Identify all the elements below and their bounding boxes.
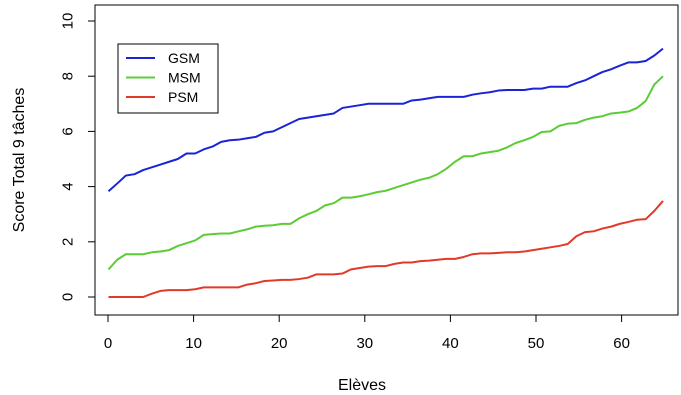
y-tick-label: 8 bbox=[60, 72, 77, 80]
x-tick-label: 20 bbox=[271, 335, 288, 352]
x-axis: 0 10 20 30 40 50 60 bbox=[104, 314, 630, 352]
y-tick-label: 6 bbox=[60, 127, 77, 135]
series-line-msm bbox=[107, 75, 664, 271]
x-tick-label: 30 bbox=[356, 335, 373, 352]
series-line-psm bbox=[108, 200, 664, 298]
series-group bbox=[107, 47, 664, 298]
series-line-gsm bbox=[107, 47, 664, 193]
legend: GSM MSM PSM bbox=[117, 43, 219, 114]
y-tick-label: 2 bbox=[60, 238, 77, 246]
x-tick-label: 50 bbox=[528, 335, 545, 352]
x-tick-label: 40 bbox=[442, 335, 459, 352]
x-tick-label: 10 bbox=[185, 335, 202, 352]
y-tick-label: 0 bbox=[60, 293, 77, 301]
x-tick-label: 60 bbox=[613, 335, 630, 352]
legend-label-gsm: GSM bbox=[168, 50, 200, 66]
y-axis: 0 2 4 6 8 10 bbox=[60, 13, 96, 301]
legend-label-msm: MSM bbox=[168, 70, 201, 86]
y-tick-label: 4 bbox=[60, 182, 77, 190]
legend-label-psm: PSM bbox=[168, 89, 198, 105]
y-axis-label: Score Total 9 tâches bbox=[11, 88, 28, 233]
x-tick-label: 0 bbox=[104, 335, 112, 352]
x-axis-label: Elèves bbox=[338, 377, 386, 394]
y-tick-label: 10 bbox=[60, 13, 77, 30]
